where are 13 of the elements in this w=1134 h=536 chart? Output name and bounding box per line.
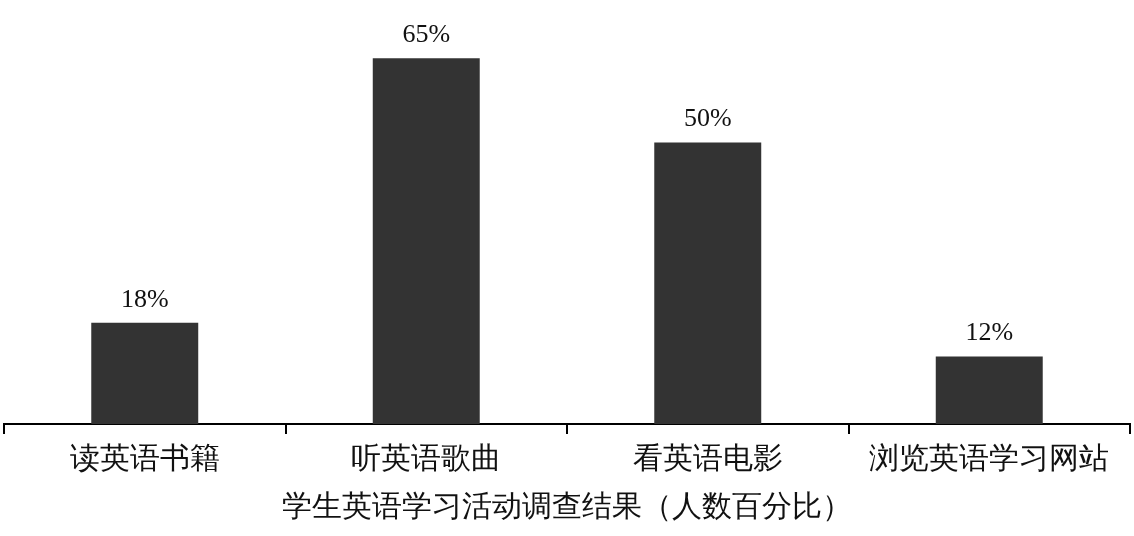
data-label: 18% <box>120 283 169 313</box>
x-tick-label: 看英语电影 <box>632 440 783 474</box>
data-label: 12% <box>965 317 1014 347</box>
bar <box>91 322 199 424</box>
bar <box>654 142 762 424</box>
data-label: 65% <box>402 18 451 48</box>
x-tick-label: 听英语歌曲 <box>351 440 502 474</box>
bar <box>935 356 1043 424</box>
data-label: 50% <box>683 103 732 133</box>
text: 学生英语学习活动调查结果（人数百分比） <box>282 488 852 522</box>
x-tick-label: 浏览英语学习网站 <box>869 440 1110 474</box>
bar <box>372 58 480 424</box>
x-tick-label: 读英语书籍 <box>69 440 220 474</box>
